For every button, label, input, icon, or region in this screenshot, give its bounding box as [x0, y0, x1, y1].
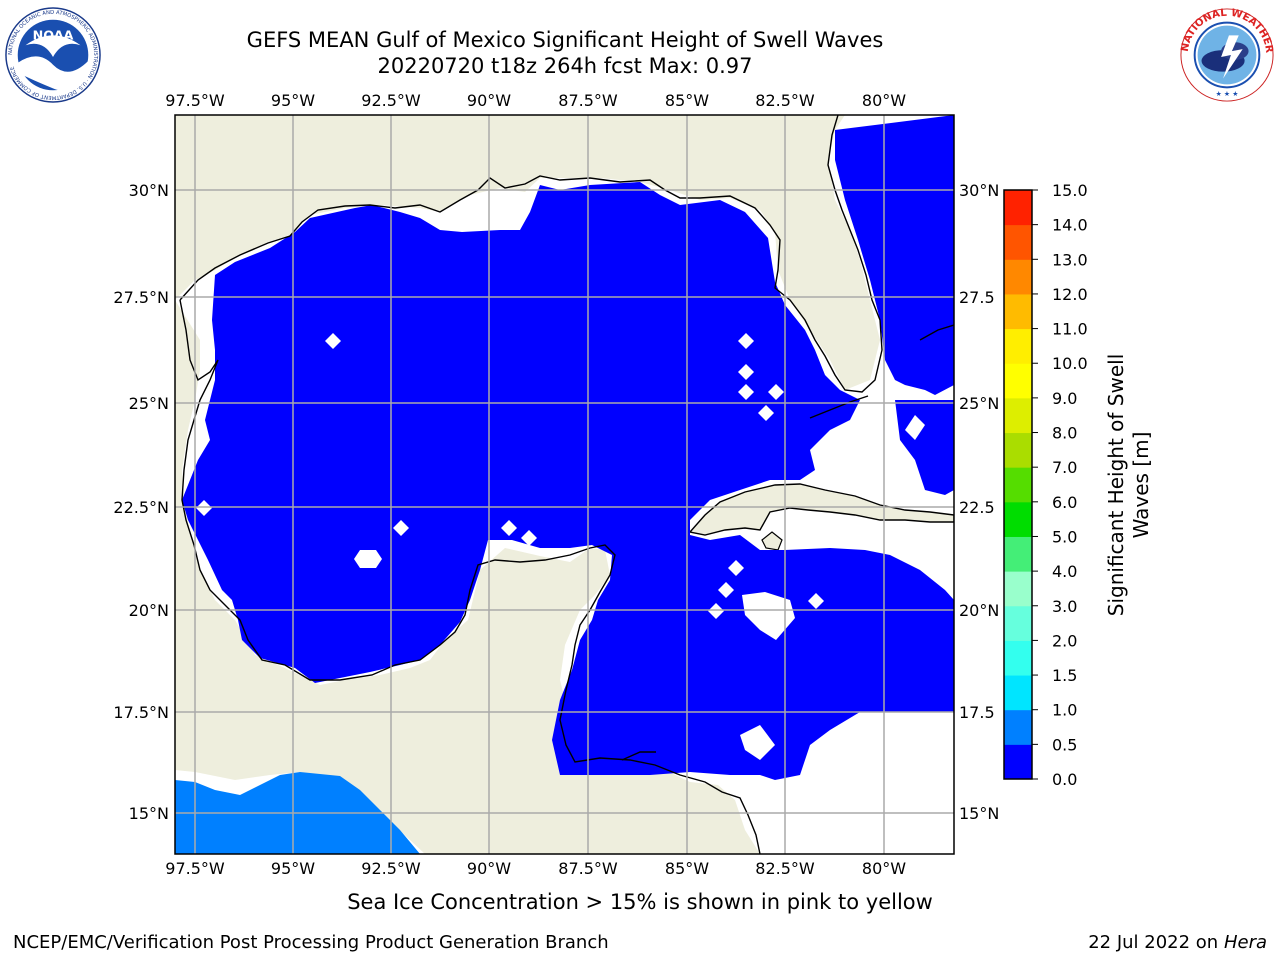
lon-label: 80°W [862, 859, 906, 878]
colorbar-frame [1003, 189, 1033, 780]
chart-title: GEFS MEAN Gulf of Mexico Significant Hei… [246, 28, 884, 52]
colorbar-segment [1004, 259, 1032, 295]
colorbar-segment [1004, 675, 1032, 711]
colorbar-tick-label: 4.0 [1052, 562, 1077, 581]
noaa-logo: NOAA NATIONAL OCEANIC AND ATMOSPHERIC AD… [5, 7, 101, 103]
lon-label: 95°W [271, 91, 315, 110]
lon-label: 80°W [862, 91, 906, 110]
colorbar-segment [1004, 744, 1032, 780]
colorbar-segment [1004, 571, 1032, 607]
colorbar-segment [1004, 501, 1032, 537]
lat-label: 27.5°N [113, 288, 169, 307]
no-data-holes [196, 333, 925, 760]
lat-label: 15°N [129, 804, 169, 823]
colorbar [1003, 189, 1033, 780]
colorbar-segment [1004, 190, 1032, 226]
lon-label: 85°W [665, 91, 709, 110]
colorbar-tick-label: 1.5 [1052, 666, 1077, 685]
colorbar-segment [1004, 467, 1032, 503]
lon-label: 92.5°W [361, 859, 421, 878]
colorbar-segment [1004, 224, 1032, 260]
colorbar-tick-label: 10.0 [1052, 354, 1088, 373]
colorbar-tick-label: 5.0 [1052, 527, 1077, 546]
lat-label: 17.5 [959, 703, 995, 722]
colorbar-tick-label: 3.0 [1052, 597, 1077, 616]
lon-label: 95°W [271, 859, 315, 878]
colorbar-segment [1004, 605, 1032, 641]
nws-stars-icon: ★ ★ ★ [1216, 90, 1239, 98]
colorbar-tick-label: 11.0 [1052, 320, 1088, 339]
cuba-land [688, 483, 954, 536]
colorbar-ticks: 0.0 0.5 1.0 1.5 2.0 3.0 4.0 5.0 6.0 7.0 8.0 9.0 10.0… [1032, 181, 1088, 789]
chart-subtitle: 20220720 t18z 264h fcst Max: 0.97 [377, 54, 753, 78]
lat-label: 20°N [129, 601, 169, 620]
lat-label: 17.5°N [113, 703, 169, 722]
colorbar-tick-label: 8.0 [1052, 424, 1077, 443]
lat-label: 30°N [959, 181, 999, 200]
colorbar-tick-label: 9.0 [1052, 389, 1077, 408]
lat-label: 20°N [959, 601, 999, 620]
lon-label: 87.5°W [558, 91, 618, 110]
sea-ice-note: Sea Ice Concentration > 15% is shown in … [347, 890, 933, 914]
colorbar-tick-label: 13.0 [1052, 250, 1088, 269]
colorbar-segment [1004, 536, 1032, 572]
isle-of-youth [761, 531, 783, 551]
lat-labels-left: 30°N 27.5°N 25°N 22.5°N 20°N 17.5°N 15°N [113, 181, 169, 823]
colorbar-tick-label: 1.0 [1052, 701, 1077, 720]
colorbar-segment [1004, 363, 1032, 399]
colorbar-tick-label: 0.5 [1052, 735, 1077, 754]
colorbar-tick-label: 2.0 [1052, 631, 1077, 650]
lon-label: 97.5°W [165, 91, 225, 110]
colorbar-segment [1004, 397, 1032, 434]
generation-host: Hera [1223, 932, 1267, 953]
lat-labels-right: 30°N 27.5 25°N 22.5 20°N 17.5 15°N [959, 181, 999, 823]
colorbar-segment [1004, 293, 1032, 330]
lat-label: 27.5 [959, 288, 995, 307]
nws-logo: NATIONAL WEATHER SERVICE ★ ★ ★ [1178, 6, 1275, 102]
lon-label: 82.5°W [755, 859, 815, 878]
colorbar-segment [1004, 640, 1032, 676]
generation-date-text: 22 Jul 2022 on [1088, 932, 1224, 953]
graticule [175, 115, 954, 854]
lon-label: 82.5°W [755, 91, 815, 110]
colorbar-tick-label: 15.0 [1052, 181, 1088, 200]
colorbar-label: Significant Height of Swell Waves [m] [1104, 354, 1153, 616]
colorbar-tick-label: 6.0 [1052, 493, 1077, 512]
colorbar-tick-label: 0.0 [1052, 770, 1077, 789]
lon-label: 90°W [467, 91, 511, 110]
colorbar-segment [1004, 432, 1032, 468]
lat-label: 25°N [129, 394, 169, 413]
colorbar-label-line2: Waves [m] [1129, 432, 1153, 539]
lat-label: 30°N [129, 181, 169, 200]
lon-label: 87.5°W [558, 859, 618, 878]
lon-label: 85°W [665, 859, 709, 878]
colorbar-tick-label: 14.0 [1052, 216, 1088, 235]
generation-date: 22 Jul 2022 on Hera [1088, 932, 1267, 953]
lon-label: 90°W [467, 859, 511, 878]
lat-label: 25°N [959, 394, 999, 413]
lon-labels-bottom: 97.5°W 95°W 92.5°W 90°W 87.5°W 85°W 82.5… [165, 859, 906, 878]
lon-label: 92.5°W [361, 91, 421, 110]
lon-label: 97.5°W [165, 859, 225, 878]
colorbar-tick-label: 7.0 [1052, 458, 1077, 477]
lon-labels-top: 97.5°W 95°W 92.5°W 90°W 87.5°W 85°W 82.5… [165, 91, 906, 110]
noaa-logo-text: NOAA [33, 28, 74, 43]
colorbar-segment [1004, 328, 1032, 364]
colorbar-segment [1004, 709, 1032, 745]
lat-label: 15°N [959, 804, 999, 823]
lat-label: 22.5 [959, 498, 995, 517]
map-frame [174, 114, 955, 855]
colorbar-tick-label: 12.0 [1052, 285, 1088, 304]
lat-label: 22.5°N [113, 498, 169, 517]
colorbar-label-line1: Significant Height of Swell [1104, 354, 1128, 616]
producer-credit: NCEP/EMC/Verification Post Processing Pr… [13, 932, 609, 953]
